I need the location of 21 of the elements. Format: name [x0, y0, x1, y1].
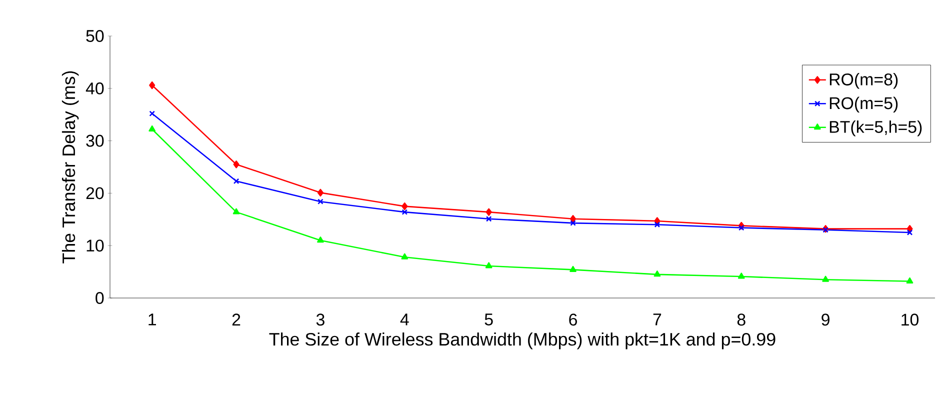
- legend-label: BT(k=5,h=5): [830, 120, 922, 136]
- y-tick-label: 20: [86, 187, 104, 200]
- x-tick-label: 1: [148, 314, 156, 326]
- y-tick-label: 40: [86, 82, 104, 94]
- x-tick-label: 4: [400, 314, 409, 326]
- x-tick-label: 8: [737, 314, 746, 326]
- x-tick-label: 6: [569, 314, 577, 326]
- x-tick-label: 7: [653, 314, 662, 326]
- y-tick-label: 30: [86, 134, 104, 147]
- x-tick-label: 5: [484, 314, 493, 326]
- y-axis-title: The Transfer Delay (ms): [62, 71, 79, 264]
- x-tick-label: 9: [822, 314, 830, 326]
- legend-label: RO(m=8): [830, 73, 898, 89]
- y-tick-label: 50: [86, 30, 104, 42]
- x-tick-label: 2: [232, 314, 240, 326]
- x-tick-label: 10: [902, 314, 919, 326]
- x-axis-title: The Size of Wireless Bandwidth (Mbps) with pkt=1K and p=0.99: [269, 332, 776, 350]
- legend-label: RO(m=5): [830, 96, 898, 113]
- x-tick-label: 3: [316, 314, 324, 326]
- y-tick-label: 10: [86, 240, 104, 252]
- y-tick-label: 0: [96, 292, 104, 304]
